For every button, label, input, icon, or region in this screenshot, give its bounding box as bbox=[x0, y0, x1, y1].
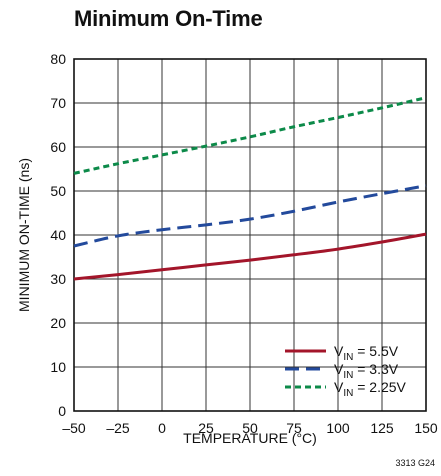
y-tick-label: 20 bbox=[50, 315, 66, 331]
y-tick-label: 70 bbox=[50, 95, 66, 111]
y-tick-label: 50 bbox=[50, 183, 66, 199]
figure-id: 3313 G24 bbox=[395, 458, 435, 468]
y-tick-label: 30 bbox=[50, 271, 66, 287]
legend-label-1: VIN = 3.3V bbox=[334, 361, 399, 381]
series-line-0 bbox=[73, 232, 427, 281]
legend-label-0: VIN = 5.5V bbox=[334, 343, 399, 363]
series-lines bbox=[73, 96, 427, 281]
y-tick-label: 0 bbox=[58, 403, 66, 419]
y-tick-label: 60 bbox=[50, 139, 66, 155]
chart-title: Minimum On-Time bbox=[74, 6, 263, 31]
x-tick-label: 100 bbox=[326, 420, 350, 436]
x-tick-label: 150 bbox=[414, 420, 438, 436]
x-tick-label: 75 bbox=[286, 420, 302, 436]
x-tick-label: –50 bbox=[62, 420, 86, 436]
legend-label-2: VIN = 2.25V bbox=[334, 379, 407, 399]
x-tick-label: 0 bbox=[158, 420, 166, 436]
x-axis-label: TEMPERATURE (°C) bbox=[183, 430, 317, 446]
x-tick-label: 50 bbox=[242, 420, 258, 436]
series-line-2 bbox=[73, 96, 427, 175]
tick-labels: –50 –25 0 25 50 75 100 125 150 0 10 20 30 40 50 60 70 80 bbox=[50, 51, 437, 436]
y-tick-label: 10 bbox=[50, 359, 66, 375]
y-axis-label: MINIMUM ON-TIME (ns) bbox=[16, 158, 32, 312]
x-tick-label: 125 bbox=[370, 420, 394, 436]
x-tick-label: –25 bbox=[106, 420, 130, 436]
y-tick-label: 40 bbox=[50, 227, 66, 243]
x-tick-label: 25 bbox=[198, 420, 214, 436]
series-line-1 bbox=[73, 184, 427, 248]
y-tick-label: 80 bbox=[50, 51, 66, 67]
